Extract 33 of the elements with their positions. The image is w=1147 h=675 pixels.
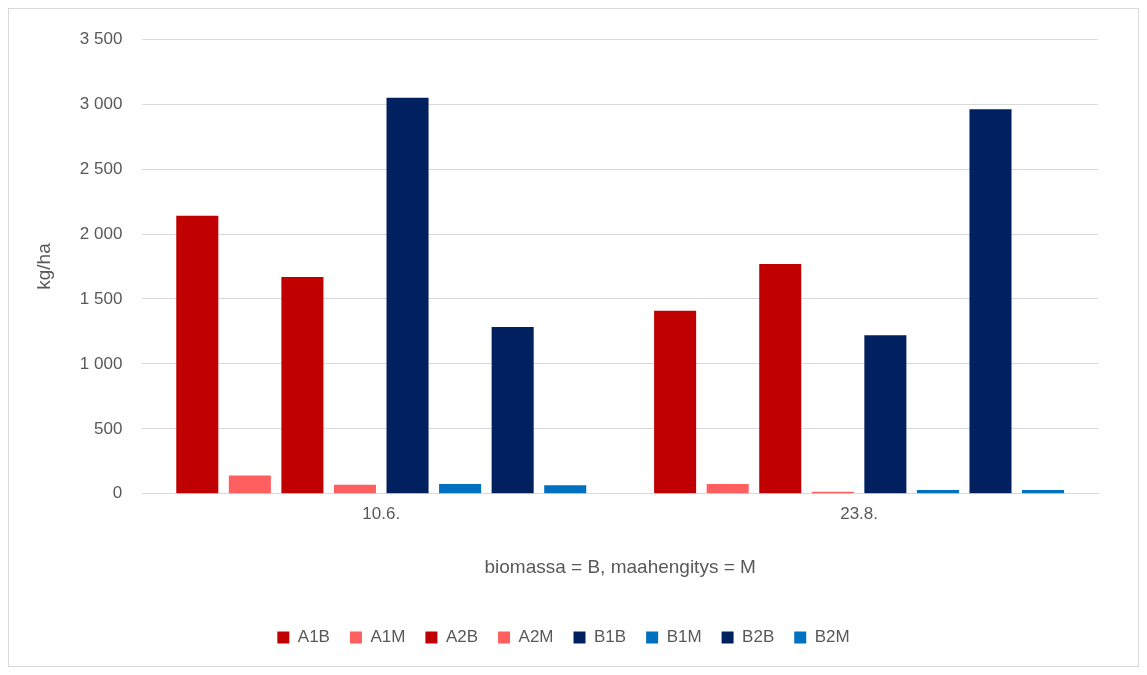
legend-label: A2M [518, 627, 554, 647]
bar [759, 263, 802, 494]
bar [491, 326, 534, 494]
bar [544, 485, 587, 494]
legend-label: B1M [666, 627, 702, 647]
bar [706, 484, 749, 494]
y-tick-label: 0 [112, 483, 123, 503]
x-tick-label: 23.8. [840, 503, 878, 523]
bar [228, 475, 271, 494]
legend-label: A2B [445, 627, 479, 647]
bar [176, 215, 219, 494]
bar [386, 97, 429, 494]
bar [439, 484, 482, 494]
x-tick-label: 10.6. [362, 503, 401, 523]
legend-label: B1B [594, 627, 627, 647]
y-tick-label: 1 000 [79, 353, 123, 373]
y-tick-label: 2 000 [79, 223, 123, 243]
legend-label: A1M [370, 627, 406, 647]
y-tick-label: 3 500 [79, 28, 123, 48]
y-tick-label: 3 000 [79, 93, 123, 113]
x-axis-title: biomassa = B, maahengitys = M [484, 555, 756, 577]
y-tick-label: 2 500 [79, 158, 123, 178]
bar [333, 484, 376, 494]
legend-label: B2M [814, 627, 850, 647]
bar [864, 335, 907, 494]
bar [281, 276, 324, 494]
y-tick-label: 1 500 [79, 288, 123, 308]
y-tick-label: 500 [93, 418, 123, 438]
bar [969, 109, 1012, 494]
legend-label: B2B [742, 627, 775, 647]
y-axis-title: kg/ha [32, 242, 54, 290]
legend-label: A1B [297, 627, 330, 647]
bar [654, 310, 697, 494]
